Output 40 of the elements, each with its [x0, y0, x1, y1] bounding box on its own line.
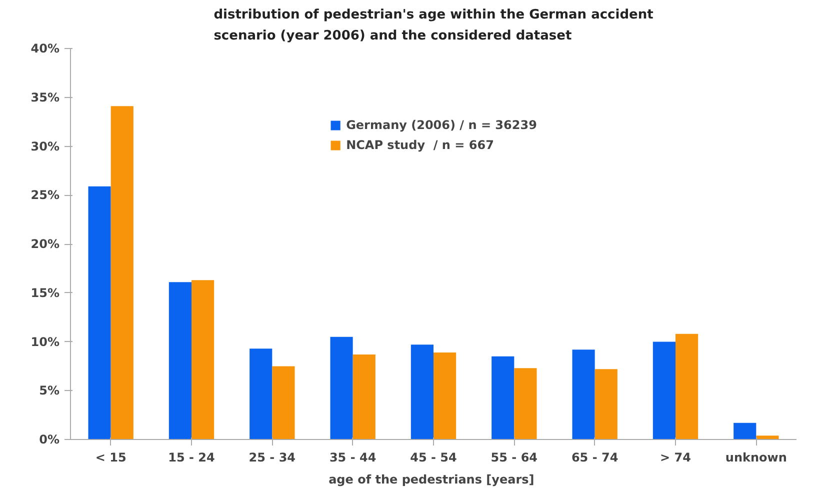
legend-label: NCAP study / n = 667	[346, 138, 494, 152]
y-tick-label: 0%	[39, 432, 60, 446]
bar	[434, 352, 456, 440]
y-tick-label: 35%	[30, 90, 60, 104]
bar	[88, 186, 111, 440]
bar	[652, 342, 676, 440]
x-tick-label: < 15	[95, 450, 126, 464]
bar	[734, 422, 756, 440]
bar	[410, 344, 434, 440]
bar	[352, 354, 376, 440]
y-tick-label: 15%	[30, 286, 60, 300]
x-tick-label: 45 - 54	[410, 450, 457, 464]
x-tick-label: > 74	[660, 450, 691, 464]
y-tick-label: 5%	[39, 384, 60, 398]
bar	[514, 368, 537, 440]
bar	[492, 356, 514, 440]
y-tick-label: 40%	[30, 42, 60, 56]
bar	[572, 350, 595, 440]
x-tick-label: 15 - 24	[168, 450, 215, 464]
y-tick-label: 25%	[30, 188, 60, 202]
x-tick-label: unknown	[725, 450, 787, 464]
bar	[756, 436, 779, 440]
y-tick-label: 20%	[30, 237, 60, 251]
x-tick-label: 55 - 64	[490, 450, 538, 464]
x-tick-label: 65 - 74	[571, 450, 618, 464]
bar	[594, 369, 618, 440]
bar	[676, 334, 698, 440]
bar	[110, 106, 134, 440]
y-tick-label: 30%	[30, 139, 60, 154]
x-tick-label: 35 - 44	[329, 450, 376, 464]
bar	[272, 366, 295, 440]
legend-label: Germany (2006) / n = 36239	[346, 118, 537, 132]
bar	[250, 348, 272, 440]
bar	[168, 282, 192, 440]
bar	[330, 336, 353, 440]
x-tick-label: 25 - 34	[248, 450, 296, 464]
x-axis-title: age of the pedestrians [years]	[328, 472, 534, 486]
y-tick-label: 10%	[30, 334, 60, 349]
chart-title: distribution of pedestrian's age within the German accident scenario (year 2006) and the considered dataset	[214, 8, 654, 44]
bar	[192, 280, 214, 440]
